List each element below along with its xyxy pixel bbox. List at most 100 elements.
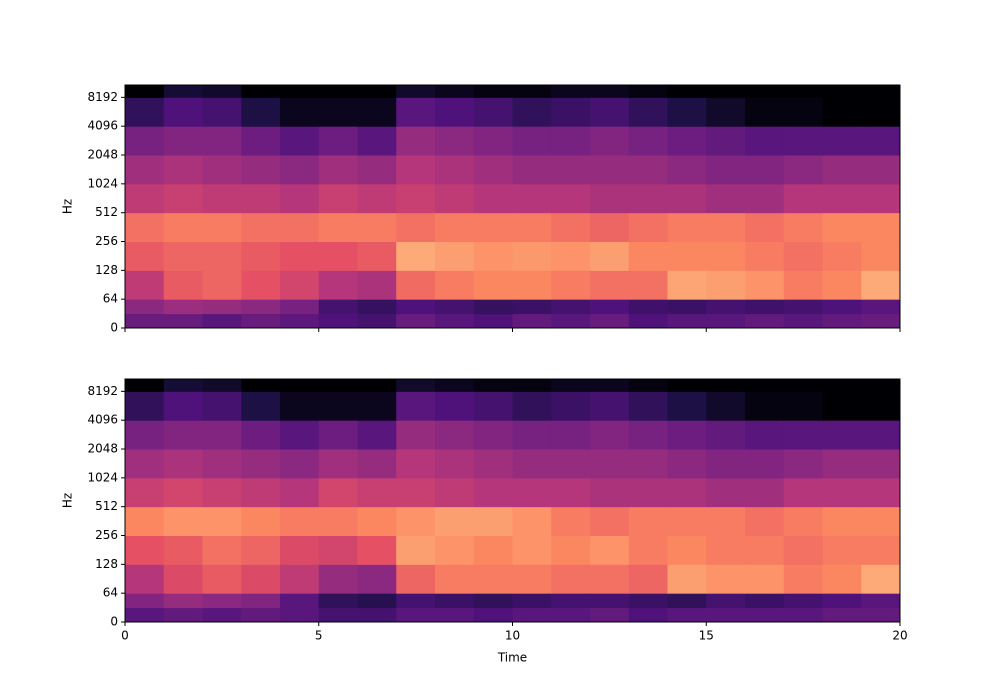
cell <box>667 97 707 127</box>
cell <box>280 477 320 508</box>
cell <box>822 506 862 537</box>
cell <box>435 535 475 565</box>
cell <box>783 97 823 127</box>
y-tick-label: 64 <box>103 586 118 600</box>
cell <box>202 535 242 565</box>
cell <box>628 241 668 271</box>
cell <box>628 564 668 594</box>
y-tick-label: 2048 <box>87 148 118 162</box>
cell <box>822 212 862 243</box>
cell <box>357 126 397 156</box>
cell <box>241 97 281 127</box>
cell <box>590 420 630 450</box>
y-tick-label: 8192 <box>87 90 118 104</box>
cell <box>435 506 475 537</box>
cell <box>318 126 358 156</box>
cell <box>628 155 668 185</box>
cell <box>357 155 397 185</box>
cell <box>318 535 358 565</box>
cell <box>280 155 320 185</box>
cell <box>241 313 281 329</box>
cell <box>435 564 475 594</box>
cell <box>202 85 242 98</box>
cell <box>628 97 668 127</box>
cell <box>163 391 203 421</box>
cell <box>357 241 397 271</box>
cell <box>861 607 901 623</box>
cell <box>125 506 165 537</box>
cell <box>202 212 242 243</box>
cell <box>745 449 785 479</box>
cell <box>318 391 358 421</box>
cell <box>628 299 668 315</box>
cell <box>357 593 397 609</box>
cell <box>745 212 785 243</box>
cell <box>745 126 785 156</box>
cell <box>628 126 668 156</box>
cell <box>280 391 320 421</box>
cell <box>435 607 475 623</box>
cell <box>435 155 475 185</box>
cell <box>163 97 203 127</box>
cell <box>163 506 203 537</box>
cell <box>396 241 436 271</box>
cell <box>241 379 281 392</box>
cell <box>706 477 746 508</box>
cell <box>706 126 746 156</box>
cell <box>551 593 591 609</box>
cell <box>512 97 552 127</box>
cell <box>473 477 513 508</box>
cell <box>706 183 746 214</box>
cell <box>551 155 591 185</box>
cell <box>280 449 320 479</box>
cell <box>590 85 630 98</box>
y-tick-label: 1024 <box>87 470 118 484</box>
cell <box>125 535 165 565</box>
cell <box>202 420 242 450</box>
cell <box>163 212 203 243</box>
cell <box>473 85 513 98</box>
cell <box>667 420 707 450</box>
cell <box>473 313 513 329</box>
cell <box>280 564 320 594</box>
cell <box>667 564 707 594</box>
cell <box>512 379 552 392</box>
cell <box>396 126 436 156</box>
cell <box>551 126 591 156</box>
cell <box>861 212 901 243</box>
cell <box>163 379 203 392</box>
cell <box>396 212 436 243</box>
cell <box>202 449 242 479</box>
cell <box>590 212 630 243</box>
cell <box>590 449 630 479</box>
cell <box>783 299 823 315</box>
cell <box>551 85 591 98</box>
cell <box>590 535 630 565</box>
cell <box>512 535 552 565</box>
cell <box>202 593 242 609</box>
cell <box>861 241 901 271</box>
cell <box>706 299 746 315</box>
cell <box>241 241 281 271</box>
cell <box>473 241 513 271</box>
cell <box>590 270 630 300</box>
cell <box>280 607 320 623</box>
cell <box>512 477 552 508</box>
cell <box>125 607 165 623</box>
cell <box>125 270 165 300</box>
cell <box>822 270 862 300</box>
cell <box>473 593 513 609</box>
cell <box>280 593 320 609</box>
cell <box>280 506 320 537</box>
cell <box>163 155 203 185</box>
cell <box>318 85 358 98</box>
cell <box>706 155 746 185</box>
cell <box>745 391 785 421</box>
cell <box>435 593 475 609</box>
cell <box>706 449 746 479</box>
cell <box>551 506 591 537</box>
cell <box>628 212 668 243</box>
cell <box>396 379 436 392</box>
cell <box>241 270 281 300</box>
